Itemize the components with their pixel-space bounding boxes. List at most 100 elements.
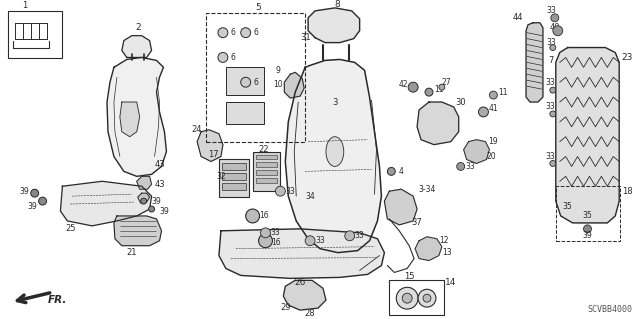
Polygon shape (385, 189, 417, 225)
Circle shape (241, 77, 251, 87)
Circle shape (31, 189, 38, 197)
Polygon shape (60, 181, 152, 226)
Bar (389, 280, 444, 315)
Text: 11: 11 (499, 88, 508, 97)
Bar (226, 102, 264, 124)
Polygon shape (417, 102, 459, 145)
Text: 39: 39 (582, 231, 593, 240)
Text: 4: 4 (399, 167, 404, 176)
Text: SCVBB4000: SCVBB4000 (587, 305, 632, 314)
Text: 21: 21 (127, 248, 137, 257)
Text: 35: 35 (563, 202, 573, 211)
Circle shape (423, 294, 431, 302)
Text: 24: 24 (191, 125, 202, 134)
Text: 11: 11 (434, 85, 444, 94)
Text: 39: 39 (28, 202, 38, 211)
Polygon shape (308, 8, 360, 43)
Text: 10: 10 (273, 80, 284, 89)
Text: 15: 15 (404, 272, 415, 281)
Polygon shape (138, 193, 150, 203)
Circle shape (408, 82, 418, 92)
Text: 3-34: 3-34 (419, 185, 436, 194)
Bar (226, 67, 264, 95)
Circle shape (275, 186, 285, 196)
Bar (219, 160, 249, 197)
Circle shape (38, 197, 47, 205)
Text: 6: 6 (253, 28, 258, 37)
Circle shape (550, 160, 556, 167)
Circle shape (259, 234, 273, 248)
Polygon shape (284, 280, 326, 310)
Bar (206, 13, 305, 142)
Text: 7: 7 (548, 56, 554, 65)
Polygon shape (463, 140, 490, 163)
Text: 26: 26 (294, 278, 306, 287)
Text: 13: 13 (442, 248, 452, 257)
Circle shape (241, 28, 251, 38)
Circle shape (479, 107, 488, 117)
Text: 33: 33 (355, 231, 365, 240)
Text: 23: 23 (621, 53, 633, 62)
Circle shape (148, 206, 154, 212)
Text: 9: 9 (276, 66, 281, 75)
Circle shape (260, 228, 271, 238)
Circle shape (425, 88, 433, 96)
Polygon shape (219, 229, 385, 278)
Text: 41: 41 (488, 104, 498, 114)
Bar (253, 152, 280, 191)
Text: 33: 33 (545, 152, 555, 161)
Bar (8, 11, 63, 58)
Text: 19: 19 (488, 137, 498, 146)
Text: 12: 12 (439, 236, 449, 245)
Polygon shape (285, 59, 381, 253)
Text: 33: 33 (545, 78, 555, 87)
Text: 37: 37 (412, 219, 422, 227)
Text: 6: 6 (253, 78, 258, 87)
Polygon shape (122, 36, 152, 57)
Text: 6: 6 (230, 53, 236, 62)
Polygon shape (197, 130, 223, 161)
Circle shape (396, 287, 418, 309)
Bar (222, 163, 246, 170)
Circle shape (218, 28, 228, 38)
Text: 39: 39 (159, 206, 170, 216)
Circle shape (550, 45, 556, 50)
Circle shape (457, 162, 465, 170)
Circle shape (218, 53, 228, 63)
Text: 3: 3 (332, 98, 337, 107)
Bar (255, 170, 277, 175)
Circle shape (553, 26, 563, 36)
Text: 33: 33 (466, 162, 476, 171)
Text: 25: 25 (65, 224, 76, 233)
Bar (255, 162, 277, 167)
Bar (255, 178, 277, 183)
Circle shape (305, 236, 315, 246)
Circle shape (141, 198, 147, 204)
Text: 17: 17 (208, 150, 218, 159)
Text: 33: 33 (271, 228, 280, 237)
Circle shape (584, 225, 591, 233)
Text: 8: 8 (334, 0, 340, 10)
Text: 29: 29 (280, 303, 291, 312)
Circle shape (418, 289, 436, 307)
Text: 16: 16 (259, 211, 268, 220)
Text: 33: 33 (545, 102, 555, 111)
Polygon shape (114, 216, 161, 246)
Text: 16: 16 (271, 238, 281, 247)
Text: 31: 31 (300, 33, 310, 42)
Circle shape (439, 84, 445, 90)
Text: 33: 33 (546, 38, 556, 47)
Circle shape (550, 87, 556, 93)
Circle shape (387, 167, 396, 175)
Text: 43: 43 (154, 160, 165, 169)
Text: 28: 28 (305, 308, 316, 317)
Circle shape (345, 231, 355, 241)
Text: 5: 5 (256, 4, 262, 12)
Bar (556, 186, 620, 241)
Text: 32: 32 (216, 172, 226, 181)
Circle shape (402, 293, 412, 303)
Text: 42: 42 (399, 80, 408, 89)
Text: 33: 33 (315, 236, 325, 245)
Text: 35: 35 (582, 211, 593, 220)
Text: 1: 1 (22, 1, 28, 11)
